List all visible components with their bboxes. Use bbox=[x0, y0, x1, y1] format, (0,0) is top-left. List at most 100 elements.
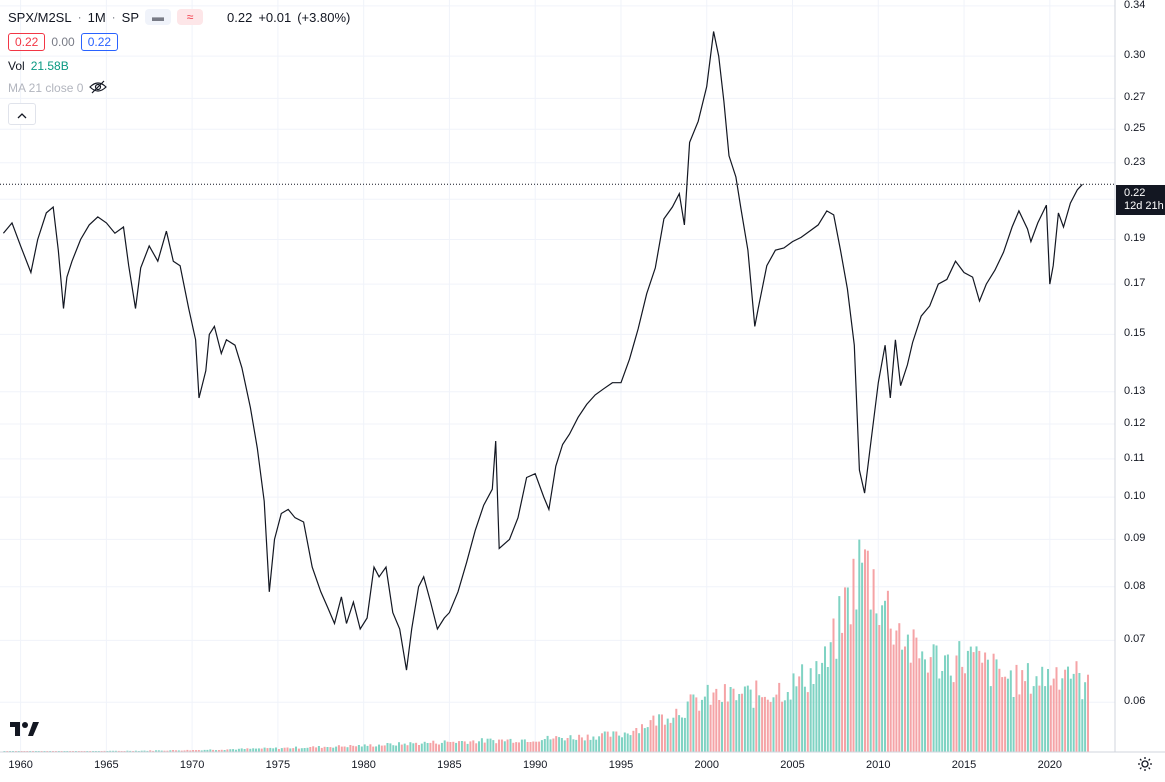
last-price-tag-value: 0.22 bbox=[1124, 187, 1146, 199]
volume-bar bbox=[180, 750, 183, 752]
y-tick-label: 0.27 bbox=[1124, 91, 1146, 104]
volume-bar bbox=[749, 689, 752, 752]
volume-bar bbox=[872, 569, 875, 752]
volume-bar bbox=[675, 708, 678, 752]
volume-bar bbox=[166, 750, 169, 752]
volume-bar bbox=[806, 692, 809, 752]
volume-bar bbox=[566, 738, 569, 752]
volume-bar bbox=[663, 724, 666, 752]
volume-bar bbox=[203, 749, 206, 752]
volume-bar bbox=[792, 673, 795, 752]
minus-icon[interactable]: ▬ bbox=[145, 9, 171, 25]
volume-bar bbox=[1012, 697, 1015, 752]
volume-bar bbox=[352, 745, 355, 752]
volume-bar bbox=[901, 649, 904, 752]
vol-label[interactable]: Vol bbox=[8, 59, 25, 73]
volume-bar bbox=[272, 748, 275, 752]
volume-bar bbox=[546, 735, 549, 752]
volume-bar bbox=[869, 609, 872, 752]
gear-icon[interactable] bbox=[1137, 756, 1153, 772]
volume-bar bbox=[683, 717, 686, 752]
vol-value: 21.58B bbox=[30, 59, 69, 73]
collapse-legend-button[interactable] bbox=[8, 103, 36, 125]
volume-bar bbox=[480, 738, 483, 752]
volume-bar bbox=[595, 739, 598, 752]
volume-bar bbox=[1044, 686, 1047, 752]
volume-bar bbox=[420, 743, 423, 752]
volume-bar bbox=[117, 750, 120, 752]
volume-bar bbox=[1001, 677, 1004, 752]
volume-bar bbox=[343, 746, 346, 752]
volume-bar bbox=[783, 700, 786, 752]
volume-bar bbox=[575, 739, 578, 752]
interval-label[interactable]: 1M bbox=[87, 9, 106, 25]
volume-bar bbox=[503, 741, 506, 752]
x-tick-label: 2005 bbox=[780, 759, 805, 771]
volume-bar bbox=[160, 750, 163, 752]
y-tick-label: 0.15 bbox=[1124, 327, 1146, 340]
volume-bar bbox=[429, 742, 432, 752]
volume-bar bbox=[509, 738, 512, 752]
volume-bar bbox=[580, 737, 583, 752]
bid-button[interactable]: 0.22 bbox=[8, 33, 46, 51]
volume-bar bbox=[320, 747, 323, 752]
volume-bar bbox=[1061, 678, 1064, 752]
volume-bar bbox=[898, 623, 901, 752]
volume-bar bbox=[586, 734, 589, 752]
volume-bar bbox=[538, 741, 541, 752]
volume-bar bbox=[346, 747, 349, 752]
volume-bar bbox=[558, 737, 561, 752]
volume-bar bbox=[761, 697, 764, 752]
y-tick-label: 0.30 bbox=[1124, 49, 1146, 62]
x-tick-label: 1975 bbox=[265, 759, 291, 771]
volume-bar bbox=[661, 714, 663, 752]
volume-bar bbox=[795, 686, 798, 752]
volume-bar bbox=[918, 658, 921, 752]
last-price-tag: 0.22 12d 21h bbox=[1116, 185, 1165, 215]
volume-bar bbox=[315, 747, 318, 752]
volume-bar bbox=[623, 732, 626, 752]
volume-bar bbox=[655, 725, 658, 752]
y-tick-label: 0.06 bbox=[1124, 695, 1146, 708]
volume-bar bbox=[452, 741, 455, 752]
y-tick-label: 0.13 bbox=[1124, 384, 1146, 397]
wave-icon[interactable]: ≈ bbox=[177, 9, 203, 25]
tradingview-logo-icon[interactable] bbox=[8, 714, 40, 742]
ma-label[interactable]: MA 21 close 0 bbox=[8, 81, 84, 95]
y-tick-label: 0.07 bbox=[1124, 633, 1146, 646]
price-line bbox=[2, 31, 1083, 671]
volume-bar bbox=[426, 743, 429, 752]
volume-bar bbox=[240, 748, 243, 752]
volume-bar bbox=[366, 745, 369, 752]
volume-bar bbox=[172, 750, 175, 752]
symbol-title[interactable]: SPX/M2SL bbox=[8, 9, 72, 25]
volume-bar bbox=[369, 744, 372, 752]
volume-bar bbox=[589, 739, 592, 752]
volume-bar bbox=[821, 662, 824, 752]
volume-bar bbox=[157, 750, 160, 752]
volume-bar bbox=[443, 740, 446, 752]
volume-bar bbox=[652, 715, 655, 752]
volume-bar bbox=[483, 742, 486, 752]
change-value: +0.01 bbox=[258, 9, 292, 25]
volume-bar bbox=[143, 750, 146, 752]
volume-bar bbox=[772, 697, 775, 752]
ask-button[interactable]: 0.22 bbox=[80, 33, 119, 51]
volume-bar bbox=[357, 745, 360, 752]
volume-bar bbox=[809, 668, 812, 752]
x-tick-label: 2020 bbox=[1037, 759, 1063, 771]
volume-bar bbox=[406, 745, 409, 752]
volume-bar bbox=[275, 747, 277, 752]
x-tick-label: 1965 bbox=[94, 759, 119, 771]
volume-bar bbox=[846, 587, 849, 752]
volume-bar bbox=[932, 644, 935, 752]
volume-bar bbox=[741, 693, 743, 752]
volume-bar bbox=[109, 750, 112, 752]
volume-bar bbox=[849, 624, 852, 752]
volume-bar bbox=[798, 676, 801, 752]
volume-bar bbox=[177, 750, 180, 752]
volume-bar bbox=[878, 625, 881, 752]
volume-bar bbox=[1035, 676, 1038, 752]
eye-off-icon[interactable] bbox=[89, 80, 108, 97]
